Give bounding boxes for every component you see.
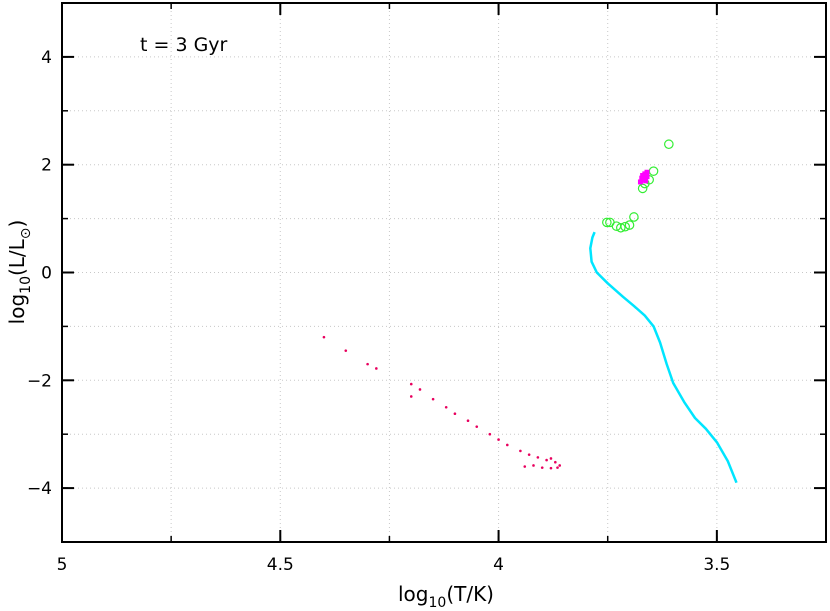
white-dwarf-point [322, 335, 326, 339]
white-dwarf-point [497, 438, 500, 441]
white-dwarf-point [545, 458, 548, 462]
white-dwarf-point [444, 405, 448, 409]
magenta-star-point [644, 174, 650, 180]
white-dwarf-point [475, 425, 479, 428]
x-tick-label: 5 [57, 555, 68, 575]
giant-star-point [637, 183, 648, 194]
white-dwarf-point [540, 466, 544, 469]
white-dwarf-point [523, 465, 527, 468]
giant-star-point [624, 220, 635, 230]
giant-star-point [605, 217, 615, 228]
white-dwarf-point [532, 464, 535, 467]
white-dwarf-point [366, 362, 369, 366]
white-dwarf-point [536, 456, 540, 459]
white-dwarf-point [549, 466, 553, 470]
magenta-star-point [637, 179, 643, 185]
white-dwarf-point [431, 397, 435, 401]
white-dwarf-point [409, 382, 413, 386]
white-dwarf-point [418, 388, 422, 391]
age-annotation: t = 3 Gyr [140, 34, 228, 56]
giant-star-point [616, 222, 626, 233]
white-dwarf-point [519, 449, 522, 453]
giant-star-point [648, 166, 659, 176]
white-dwarf-point [375, 367, 378, 370]
white-dwarf-point [506, 443, 509, 447]
white-dwarf-point [554, 460, 557, 464]
giant-star-point [629, 212, 639, 222]
y-tick-label: −2 [27, 371, 52, 391]
white-dwarf-point [344, 349, 348, 352]
y-tick-label: 0 [41, 264, 52, 284]
grid [61, 2, 827, 543]
y-tick-label: 4 [41, 48, 52, 68]
x-axis-label: log10(T/K) [398, 582, 494, 611]
x-tick-label: 3.5 [703, 555, 730, 575]
white-dwarf-point [466, 419, 470, 423]
white-dwarf-point [409, 395, 413, 398]
y-axis-label: log10(L/L⊙) [5, 220, 34, 325]
white-dwarf-point [527, 453, 531, 456]
y-tick-label: 2 [41, 156, 52, 176]
white-dwarf-point [488, 432, 492, 436]
white-dwarf-point [558, 464, 561, 467]
x-tick-label: 4.5 [267, 555, 294, 575]
plot-frame [61, 2, 827, 543]
white-dwarf-point [549, 457, 553, 460]
giant-star-point [602, 217, 612, 228]
magenta-star-point [640, 172, 646, 178]
plot-data [322, 139, 738, 484]
axis-ticks: 5 4.5 4 3.5 4 2 0 −2 −4 [27, 2, 827, 575]
x-tick-label: 4 [493, 555, 504, 575]
white-dwarf-point [556, 466, 559, 469]
cyan-sequence-line [589, 231, 738, 484]
white-dwarf-point [453, 412, 457, 416]
magenta-star-point [643, 178, 649, 184]
giant-star-point [664, 139, 674, 150]
y-tick-label: −4 [27, 479, 52, 499]
magenta-star-point [644, 169, 650, 175]
